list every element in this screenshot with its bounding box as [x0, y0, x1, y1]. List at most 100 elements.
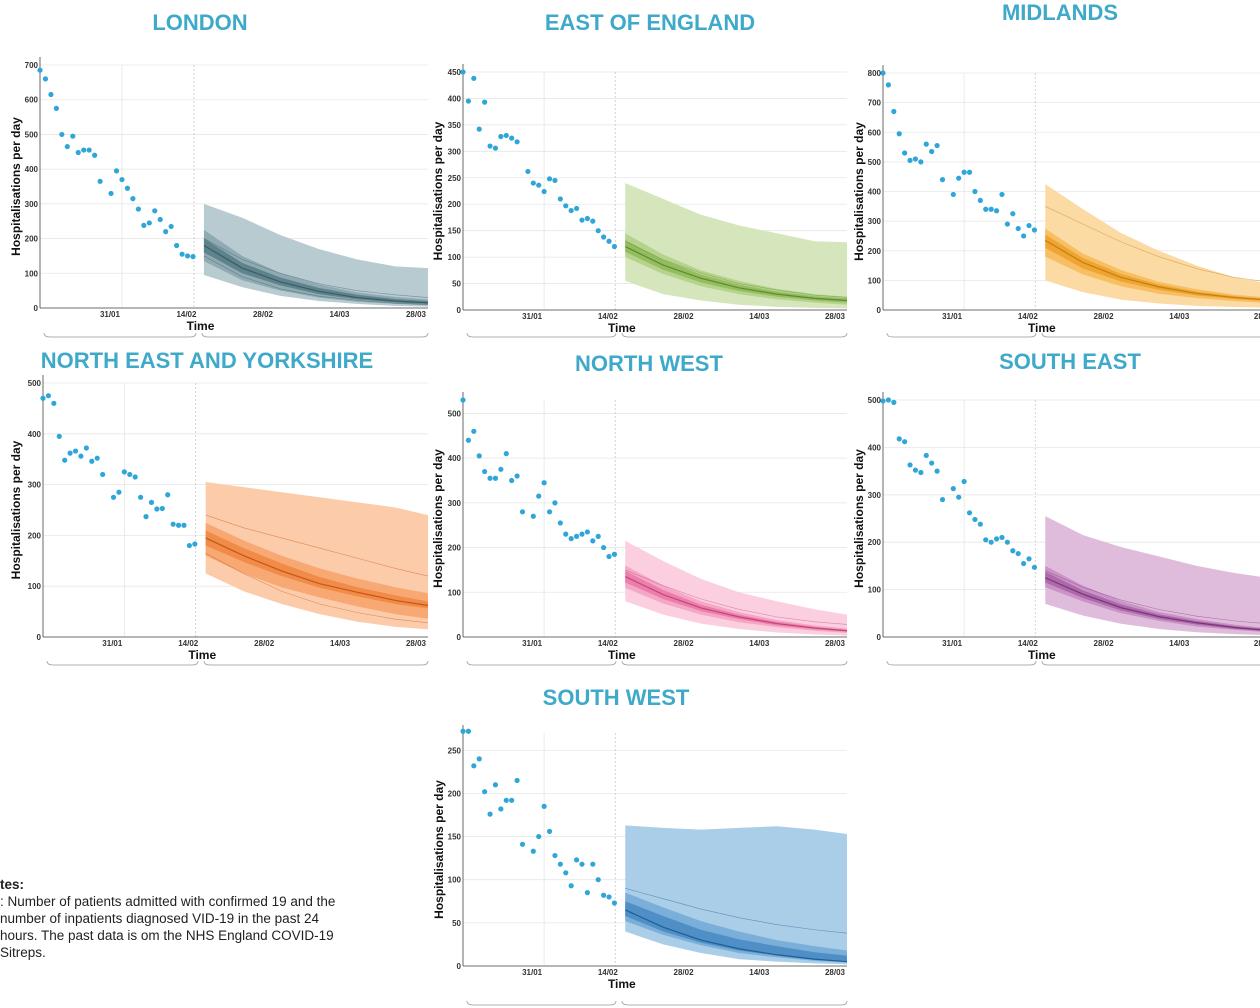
projection-band-mid — [625, 892, 847, 963]
y-tick-label: 500 — [448, 409, 462, 418]
data-point — [143, 514, 149, 520]
y-tick-label: 300 — [28, 481, 42, 490]
data-point — [530, 513, 536, 519]
y-tick-label: 800 — [868, 69, 882, 78]
x-tick-label: 28/03 — [406, 310, 427, 319]
y-tick-label: 0 — [457, 633, 462, 642]
data-point — [89, 458, 95, 464]
chart-svg: 0 100 200 300 400 500 31/01 14/02 28/02 14/03 28/T… — [852, 392, 1260, 666]
data-point — [912, 467, 919, 473]
data-point — [573, 205, 580, 212]
data-point — [1026, 222, 1032, 229]
x-tick-label: 14/03 — [749, 968, 770, 977]
scenario-line — [205, 514, 429, 577]
data-point — [568, 883, 574, 889]
data-point — [186, 542, 193, 549]
data-point — [546, 176, 553, 182]
chart-svg: 0 50 100 150 200 250 300 350 400 450 31/01 14/02 28/… — [431, 64, 848, 338]
y-tick-label: 400 — [25, 165, 39, 174]
future-bracket — [1041, 332, 1260, 338]
y-tick-label: 350 — [448, 121, 462, 130]
x-tick-label: 14/03 — [330, 639, 351, 648]
chart-svg: 0 100 200 300 400 500 600 700 800 31/01 14/02 28/02… — [852, 65, 1260, 338]
data-point — [141, 222, 147, 228]
data-point — [907, 462, 913, 468]
data-point — [509, 135, 515, 141]
y-tick-label: 0 — [877, 633, 882, 642]
future-bracket — [203, 660, 429, 666]
y-tick-label: 200 — [868, 247, 882, 256]
data-point — [135, 206, 141, 212]
data-point — [595, 877, 601, 883]
data-point — [492, 782, 499, 788]
y-axis-label: Hospitalisations per day — [852, 449, 866, 588]
x-axis-label: Time — [608, 977, 636, 991]
data-point — [606, 894, 612, 900]
x-tick-label: 28/02 — [674, 312, 695, 321]
data-point — [138, 494, 144, 500]
y-tick-label: 450 — [448, 68, 462, 77]
data-point — [563, 870, 569, 876]
y-tick-label: 200 — [448, 200, 462, 209]
data-point — [956, 175, 962, 181]
x-tick-label: 28/03 — [825, 968, 846, 977]
projection-band-inner — [625, 901, 847, 962]
data-point — [519, 841, 526, 847]
data-point — [546, 828, 553, 834]
data-point — [999, 534, 1005, 541]
data-point — [972, 188, 978, 195]
data-point — [573, 857, 580, 863]
data-point — [170, 521, 176, 527]
x-tick-label: 14/03 — [1169, 639, 1190, 648]
data-point — [519, 509, 526, 515]
data-point — [1021, 233, 1027, 239]
data-point — [148, 499, 155, 505]
y-tick-label: 0 — [457, 962, 462, 971]
data-point — [159, 505, 165, 512]
data-point — [950, 486, 956, 492]
data-point — [471, 428, 477, 434]
data-point — [94, 455, 100, 461]
y-tick-label: 50 — [452, 919, 461, 928]
x-tick-label: 14/02 — [1018, 639, 1039, 648]
data-point — [961, 169, 967, 175]
data-point — [923, 452, 929, 459]
data-point — [1015, 550, 1021, 557]
x-tick-label: 14/03 — [749, 639, 770, 648]
y-tick-label: 150 — [448, 227, 462, 236]
data-point — [53, 105, 59, 111]
data-point — [78, 453, 84, 459]
data-point — [525, 168, 531, 175]
data-point — [174, 242, 180, 249]
scenario-line — [1045, 206, 1260, 282]
y-axis-label: Hospitalisations per day — [432, 780, 446, 919]
data-point — [37, 67, 43, 73]
data-point — [983, 537, 989, 543]
x-tick-label: 14/02 — [1018, 312, 1039, 321]
data-point — [42, 76, 49, 82]
notes: tes: : Number of patients admitted with … — [0, 876, 360, 961]
data-point — [541, 480, 547, 486]
y-axis-label: Hospitalisations per day — [431, 121, 445, 260]
y-tick-label: 50 — [452, 280, 461, 289]
chart-panel-north-west: NORTH WEST 0 100 200 300 400 500 31/01 14/02 28/… — [420, 340, 860, 680]
data-point — [503, 451, 509, 457]
data-point — [934, 468, 940, 474]
x-tick-label: 28/03 — [825, 312, 846, 321]
past-bracket — [886, 332, 1037, 338]
x-tick-label: 31/01 — [522, 639, 543, 648]
data-point — [514, 139, 520, 145]
y-tick-label: 700 — [868, 99, 882, 108]
median-line — [624, 576, 848, 632]
x-axis-label: Time — [188, 648, 216, 662]
x-tick-label: 14/02 — [598, 968, 619, 977]
median-line — [1045, 577, 1260, 631]
chart-title: EAST OF ENGLAND — [544, 10, 756, 35]
data-point — [1031, 564, 1038, 570]
x-tick-label: 31/01 — [942, 639, 963, 648]
data-point — [541, 188, 547, 195]
chart-svg: 0 100 200 300 400 500 600 700 31/01 14/02 28/02 14/… — [9, 57, 429, 338]
data-point — [503, 132, 509, 139]
data-point — [595, 533, 601, 539]
data-point — [891, 399, 897, 405]
